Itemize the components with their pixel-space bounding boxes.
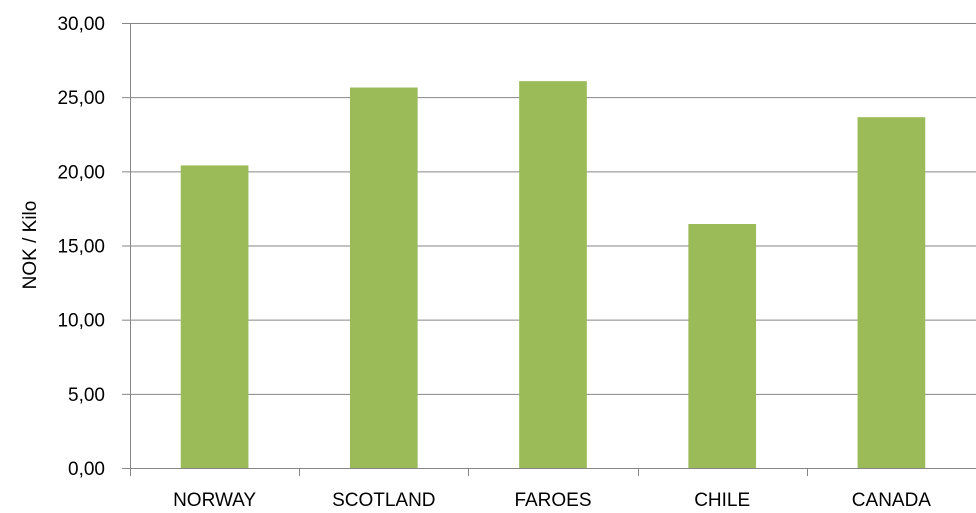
axes xyxy=(122,23,976,476)
x-tick-labels: NORWAY SCOTLAND FAROES CHILE CANADA xyxy=(173,490,931,511)
y-tick-label: 5,00 xyxy=(68,385,105,406)
bar-chile xyxy=(688,223,757,468)
bar-scotland xyxy=(349,87,418,469)
x-tick-label: NORWAY xyxy=(173,490,256,511)
x-tick-label: SCOTLAND xyxy=(332,490,435,511)
bar-norway xyxy=(180,165,249,468)
y-tick-labels: 0,00 5,00 10,00 15,00 20,00 25,00 30,00 xyxy=(57,14,105,480)
bars xyxy=(180,81,926,469)
y-tick-label: 15,00 xyxy=(57,237,105,258)
y-tick-label: 0,00 xyxy=(68,459,105,480)
bar-canada xyxy=(857,117,926,469)
bar-faroes xyxy=(519,81,587,468)
x-tick-label: CANADA xyxy=(852,490,932,511)
y-tick-label: 30,00 xyxy=(57,14,105,35)
y-axis-title: NOK / Kilo xyxy=(20,201,41,290)
y-tick-label: 25,00 xyxy=(57,88,105,109)
y-tick-label: 10,00 xyxy=(57,311,105,332)
x-tick-label: CHILE xyxy=(694,490,750,511)
x-tick-label: FAROES xyxy=(514,490,591,511)
y-tick-label: 20,00 xyxy=(57,162,105,183)
